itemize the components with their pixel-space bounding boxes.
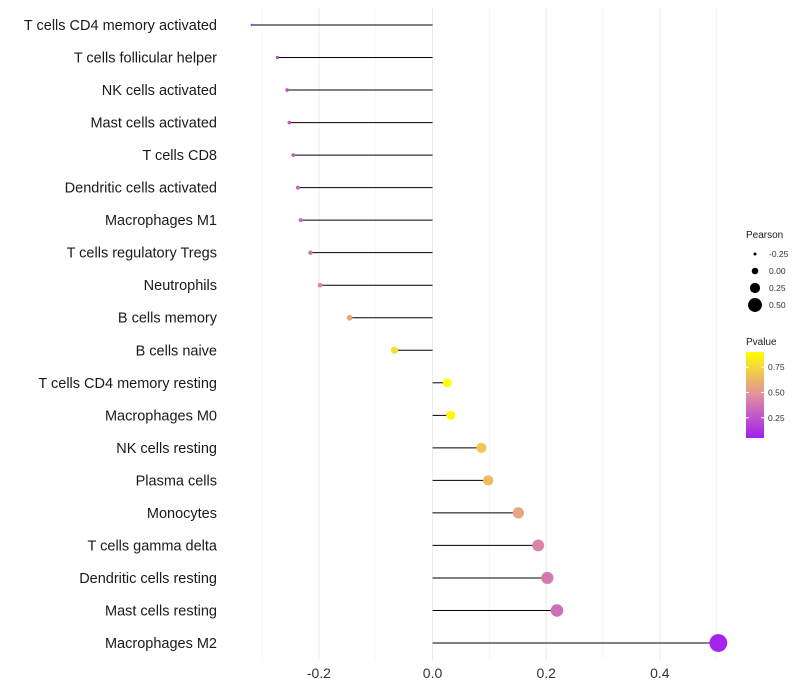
size-legend-title: Pearson bbox=[746, 230, 783, 241]
lollipop-point bbox=[308, 250, 313, 255]
color-legend-label: 0.50 bbox=[768, 387, 785, 397]
size-legend-key bbox=[748, 298, 762, 312]
lollipop-point bbox=[287, 120, 292, 125]
lollipop-point bbox=[250, 23, 254, 27]
lollipop-point bbox=[298, 218, 303, 223]
size-legend-label: 0.00 bbox=[769, 266, 786, 276]
x-tick-label: -0.2 bbox=[307, 665, 331, 681]
category-label: T cells follicular helper bbox=[74, 51, 217, 67]
category-label: Macrophages M0 bbox=[105, 408, 217, 424]
lollipop-point bbox=[483, 475, 494, 486]
category-label: T cells gamma delta bbox=[88, 538, 218, 554]
lollipop-point bbox=[295, 185, 300, 190]
lollipop-point bbox=[275, 55, 280, 60]
lollipop-point bbox=[541, 571, 554, 585]
category-label: Dendritic cells resting bbox=[79, 571, 217, 587]
category-label: B cells naive bbox=[136, 343, 217, 359]
size-legend-key bbox=[751, 267, 759, 275]
lollipop-point bbox=[476, 442, 487, 453]
color-legend-title: Pvalue bbox=[746, 337, 777, 348]
size-legend-label: 0.50 bbox=[769, 300, 786, 310]
size-legend-key bbox=[753, 252, 757, 256]
x-tick-label: 0.0 bbox=[423, 665, 443, 681]
size-legend-key bbox=[749, 282, 761, 294]
color-legend-bar bbox=[746, 352, 764, 438]
category-label: Mast cells resting bbox=[105, 603, 217, 619]
size-legend-label: -0.25 bbox=[769, 249, 789, 259]
category-label: T cells CD4 memory resting bbox=[38, 376, 217, 392]
category-label: Monocytes bbox=[147, 506, 217, 522]
category-label: T cells CD4 memory activated bbox=[24, 18, 217, 34]
lollipop-point bbox=[512, 507, 524, 519]
lollipop-point bbox=[550, 604, 564, 617]
x-tick-label: 0.2 bbox=[536, 665, 556, 681]
lollipop-point bbox=[709, 634, 728, 652]
category-label: Macrophages M1 bbox=[105, 213, 217, 229]
category-label: Plasma cells bbox=[136, 473, 217, 489]
category-label: Neutrophils bbox=[144, 278, 217, 294]
category-label: T cells regulatory Tregs bbox=[67, 246, 217, 262]
lollipop-point bbox=[285, 88, 289, 92]
category-label: Dendritic cells activated bbox=[65, 181, 217, 197]
x-tick-label: 0.4 bbox=[650, 665, 670, 681]
category-label: NK cells resting bbox=[116, 441, 217, 457]
lollipop-point bbox=[532, 539, 545, 552]
lollipop-point bbox=[446, 410, 456, 420]
category-label: Macrophages M2 bbox=[105, 636, 217, 652]
category-label: NK cells activated bbox=[102, 83, 217, 99]
lollipop-point bbox=[390, 346, 399, 354]
category-label: Mast cells activated bbox=[90, 116, 217, 132]
color-legend-label: 0.75 bbox=[768, 362, 785, 372]
lollipop-point bbox=[346, 314, 353, 321]
lollipop-point bbox=[291, 153, 296, 158]
size-legend-label: 0.25 bbox=[769, 283, 786, 293]
lollipop-point bbox=[317, 282, 323, 288]
category-label: B cells memory bbox=[118, 311, 218, 327]
lollipop-point bbox=[442, 378, 452, 388]
category-label: T cells CD8 bbox=[142, 148, 217, 164]
color-legend-label: 0.25 bbox=[768, 413, 785, 423]
